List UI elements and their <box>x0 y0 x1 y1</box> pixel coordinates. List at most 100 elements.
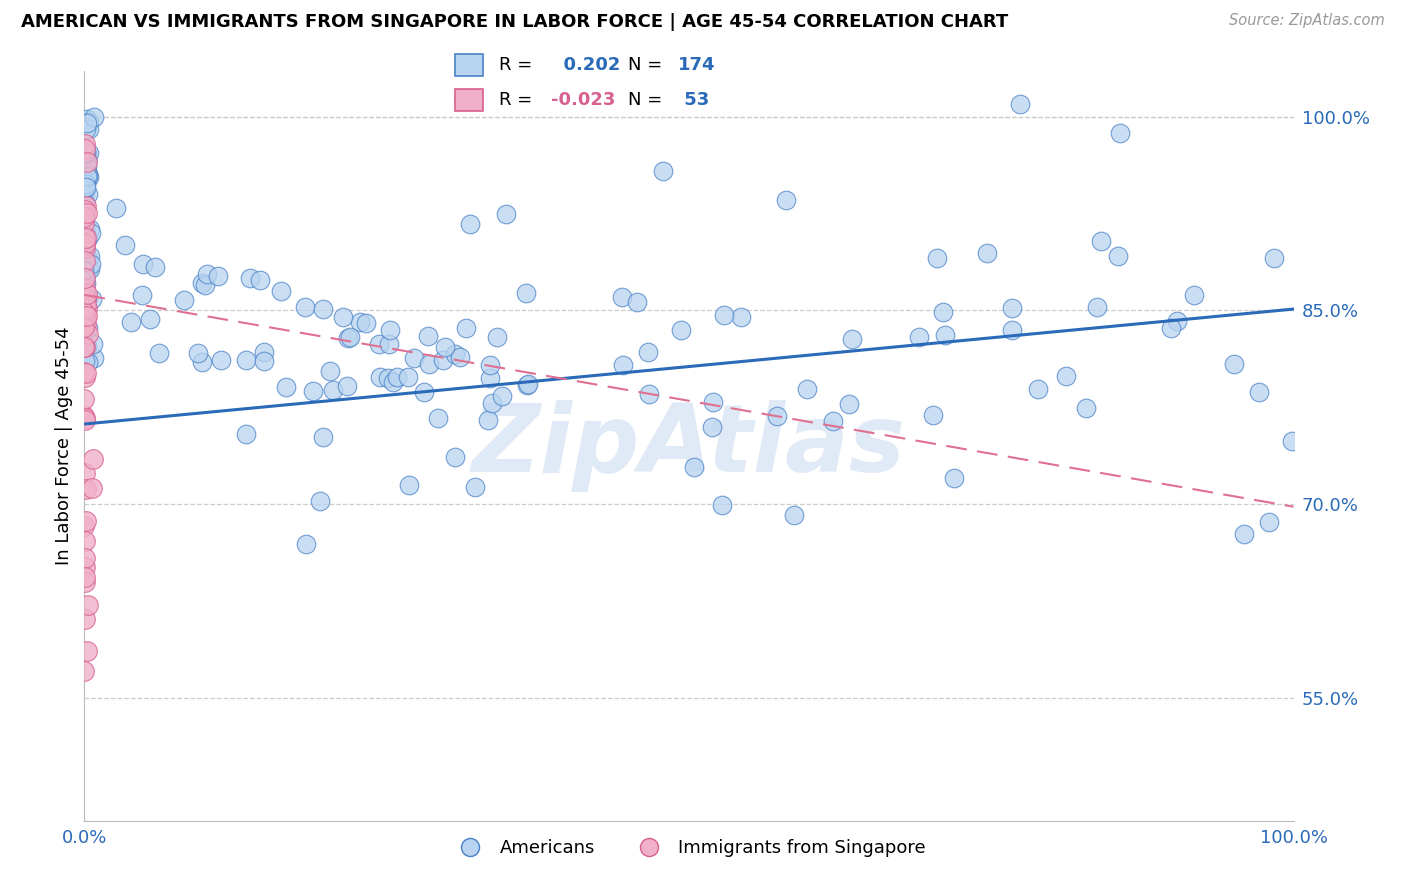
Point <box>82 452 104 467</box>
Point <box>73 263 96 277</box>
Point <box>322 383 344 397</box>
Point <box>79 249 101 263</box>
Point <box>652 164 675 178</box>
Point <box>612 290 634 304</box>
Point <box>765 409 787 423</box>
Point <box>73 559 96 574</box>
Point <box>77 599 100 613</box>
Point <box>477 413 499 427</box>
Point <box>235 352 257 367</box>
Point <box>396 370 419 384</box>
Point <box>73 392 96 407</box>
Point <box>377 370 399 384</box>
Point <box>73 237 96 252</box>
Point <box>75 413 97 427</box>
Point <box>515 286 537 301</box>
Point <box>79 221 101 235</box>
Point <box>80 257 103 271</box>
Point <box>73 574 96 589</box>
Text: -0.023: -0.023 <box>551 91 616 109</box>
Point <box>75 292 97 306</box>
Point <box>73 270 96 285</box>
Point <box>368 370 391 384</box>
Text: 174: 174 <box>678 56 716 74</box>
Point <box>75 570 97 584</box>
Point <box>1054 368 1077 383</box>
Bar <box>456 54 484 77</box>
Point <box>138 311 160 326</box>
Point <box>76 644 98 658</box>
Point <box>398 477 420 491</box>
Point <box>79 261 101 276</box>
Point <box>75 199 97 213</box>
Point <box>838 397 860 411</box>
Point <box>75 143 97 157</box>
Point <box>190 355 212 369</box>
Point <box>454 320 477 334</box>
Point <box>432 353 454 368</box>
Point <box>190 276 212 290</box>
Point <box>478 370 501 384</box>
Point <box>270 284 292 298</box>
Point <box>75 209 97 223</box>
Point <box>76 287 98 301</box>
Point <box>1233 527 1256 541</box>
Point <box>76 301 98 316</box>
Point <box>77 186 100 201</box>
Point <box>464 480 486 494</box>
Point <box>449 350 471 364</box>
Point <box>976 245 998 260</box>
Point <box>73 339 96 353</box>
Point <box>73 215 96 229</box>
Point <box>76 112 98 127</box>
Point <box>75 196 97 211</box>
Point <box>75 281 97 295</box>
Point <box>75 411 97 425</box>
Point <box>75 483 97 497</box>
Point <box>337 330 360 344</box>
Point <box>75 366 97 380</box>
Point <box>336 379 359 393</box>
Point <box>1085 300 1108 314</box>
Point <box>76 153 98 167</box>
Bar <box>456 88 484 112</box>
Point <box>73 409 96 424</box>
Point <box>75 240 97 254</box>
Point <box>77 261 100 276</box>
Point <box>207 269 229 284</box>
Point <box>775 193 797 207</box>
Point <box>76 146 98 161</box>
Point <box>76 205 98 219</box>
Point <box>73 309 96 323</box>
Point <box>75 180 97 194</box>
Point <box>73 232 96 246</box>
Point <box>517 377 540 392</box>
Point <box>75 318 97 332</box>
Point <box>76 167 98 181</box>
Point <box>114 238 136 252</box>
Point <box>75 310 97 324</box>
Point <box>73 519 96 533</box>
Point <box>1223 357 1246 371</box>
Text: N =: N = <box>628 56 662 74</box>
Point <box>312 430 335 444</box>
Point <box>318 364 340 378</box>
Point <box>76 159 98 173</box>
Point <box>120 315 142 329</box>
Point <box>418 357 440 371</box>
Point <box>75 551 97 566</box>
Point <box>76 301 98 316</box>
Point <box>77 115 100 129</box>
Point <box>75 304 97 318</box>
Point <box>194 278 217 293</box>
Text: 0.202: 0.202 <box>551 56 620 74</box>
Point <box>235 427 257 442</box>
Point <box>356 316 378 330</box>
Point <box>75 612 97 626</box>
Point <box>75 285 97 299</box>
Point <box>76 169 98 183</box>
Point <box>73 302 96 317</box>
Text: N =: N = <box>628 91 662 109</box>
Point <box>75 227 97 241</box>
Point <box>308 494 330 508</box>
